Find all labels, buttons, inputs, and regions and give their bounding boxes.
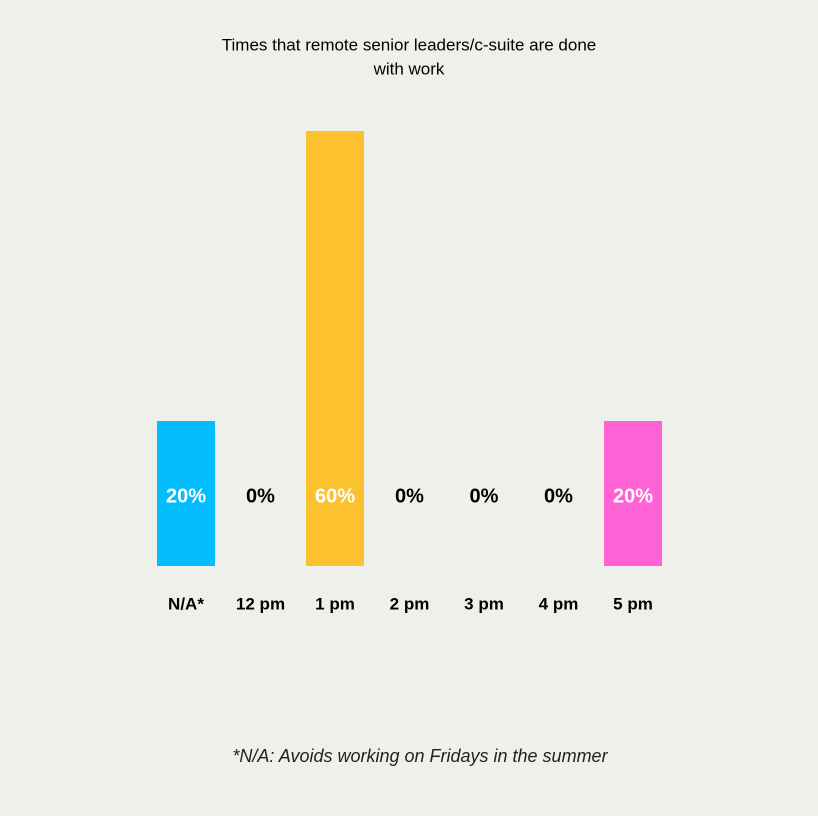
x-tick-label: 1 pm: [315, 594, 355, 613]
bar: [306, 131, 364, 566]
x-tick-label: 2 pm: [390, 594, 430, 613]
data-label: 20%: [166, 485, 206, 507]
data-label: 0%: [246, 485, 275, 507]
footnote: *N/A: Avoids working on Fridays in the s…: [232, 746, 608, 766]
data-label: 60%: [315, 485, 355, 507]
chart-title: Times that remote senior leaders/c-suite…: [222, 35, 597, 54]
x-tick-label: 4 pm: [539, 594, 579, 613]
chart-title: with work: [373, 59, 445, 78]
data-label: 0%: [395, 485, 424, 507]
bar: [157, 421, 215, 566]
x-tick-label: 3 pm: [464, 594, 504, 613]
x-tick-label: N/A*: [168, 594, 204, 613]
data-label: 20%: [613, 485, 653, 507]
data-label: 0%: [470, 485, 499, 507]
x-tick-label: 12 pm: [236, 594, 285, 613]
x-tick-label: 5 pm: [613, 594, 653, 613]
bar: [604, 421, 662, 566]
data-label: 0%: [544, 485, 573, 507]
